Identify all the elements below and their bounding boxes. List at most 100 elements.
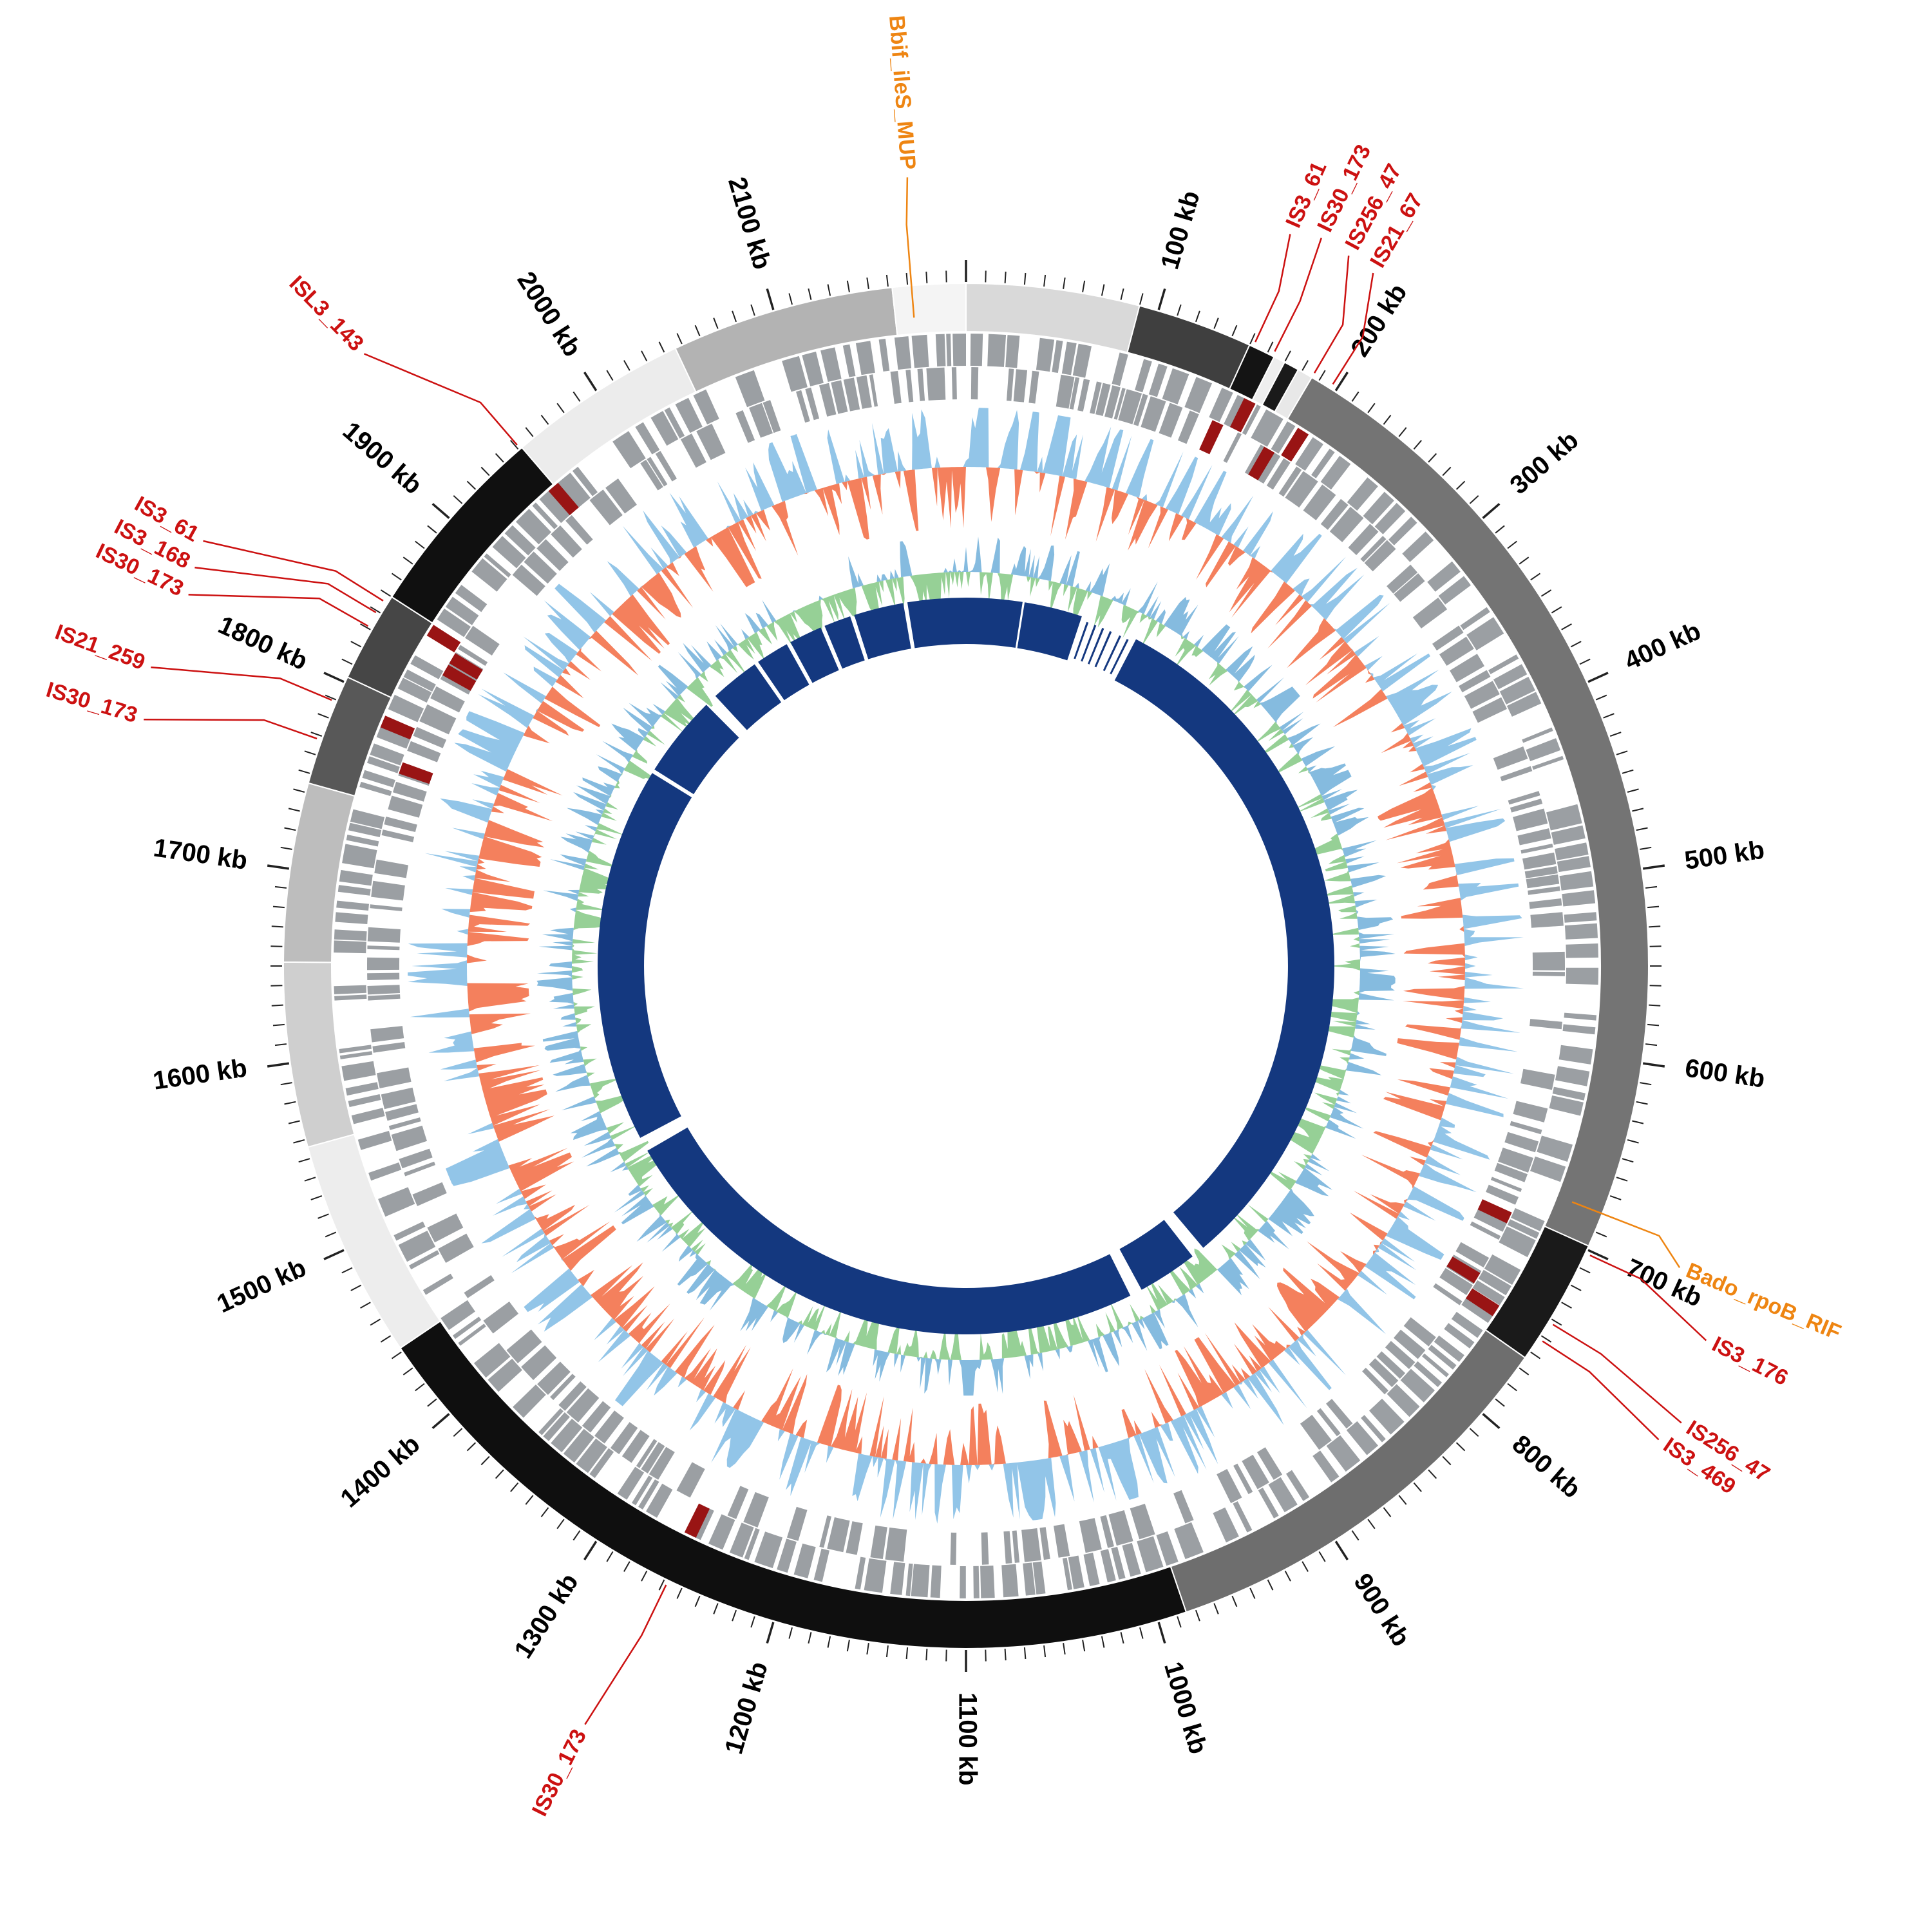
gene-block bbox=[819, 1515, 831, 1548]
gene-block bbox=[1118, 389, 1142, 424]
minor-tick bbox=[1551, 606, 1562, 614]
gene-block bbox=[890, 1562, 905, 1595]
minor-tick bbox=[288, 808, 300, 812]
gene-block bbox=[1427, 561, 1461, 592]
gene-block bbox=[1021, 1528, 1041, 1562]
gene-block bbox=[869, 374, 878, 407]
gene-block bbox=[1472, 1280, 1505, 1305]
gene-block bbox=[483, 1302, 519, 1334]
minor-tick bbox=[1595, 1231, 1607, 1238]
minor-tick bbox=[886, 1645, 889, 1658]
gene-block bbox=[335, 912, 368, 924]
alignment-segment bbox=[654, 705, 739, 795]
minor-tick bbox=[1101, 1636, 1105, 1648]
alignment-segment bbox=[647, 1127, 1131, 1335]
minor-tick bbox=[1213, 1603, 1219, 1615]
minor-tick bbox=[1640, 1082, 1652, 1086]
minor-tick bbox=[750, 304, 755, 316]
is-site-IS3_168 bbox=[449, 653, 483, 680]
gene-block bbox=[536, 539, 569, 571]
minor-tick bbox=[272, 905, 285, 909]
minor-tick bbox=[1063, 1643, 1066, 1655]
major-tick bbox=[1482, 1413, 1501, 1430]
gene-block bbox=[971, 367, 979, 400]
gene-block bbox=[646, 1483, 673, 1518]
gene-block bbox=[1257, 1447, 1283, 1480]
major-tick bbox=[766, 288, 775, 310]
gene-block bbox=[359, 781, 392, 797]
gene-block bbox=[1470, 1221, 1501, 1240]
gene-block bbox=[973, 1566, 980, 1598]
is-site-IS30_173 bbox=[684, 1503, 710, 1538]
gene-block bbox=[1513, 808, 1548, 831]
gene-block bbox=[1268, 1477, 1298, 1513]
gene-block bbox=[488, 1358, 522, 1392]
minor-tick bbox=[1616, 750, 1628, 755]
minor-tick bbox=[1284, 1570, 1291, 1582]
gene-block bbox=[1510, 1121, 1542, 1135]
minor-tick bbox=[341, 658, 353, 665]
gene-block bbox=[403, 669, 436, 692]
gene-block bbox=[368, 994, 401, 1001]
gene-block bbox=[605, 478, 637, 514]
gene-block bbox=[1233, 1463, 1253, 1495]
gene-block bbox=[1562, 1024, 1596, 1035]
minor-tick bbox=[1649, 925, 1661, 928]
minor-tick bbox=[350, 1284, 362, 1291]
gene-block bbox=[1213, 1507, 1239, 1543]
gene-block bbox=[1461, 1294, 1495, 1323]
scale-tick-label: 500 kb bbox=[1683, 836, 1766, 875]
gene-block bbox=[1433, 1283, 1463, 1305]
gene-block bbox=[650, 411, 679, 446]
gene-block bbox=[1326, 1399, 1353, 1429]
gene-block bbox=[1566, 967, 1598, 985]
minor-tick bbox=[284, 827, 296, 831]
gene-block bbox=[864, 1558, 887, 1593]
gene-block bbox=[427, 1213, 464, 1243]
minor-tick bbox=[1302, 1561, 1309, 1572]
minor-tick bbox=[1519, 556, 1530, 565]
minor-tick bbox=[985, 1649, 987, 1662]
minor-tick bbox=[360, 1302, 371, 1309]
major-tick bbox=[1334, 372, 1349, 392]
minor-tick bbox=[360, 623, 371, 630]
gene-block bbox=[855, 341, 875, 375]
minor-tick bbox=[284, 1101, 296, 1105]
gene-block bbox=[1517, 828, 1551, 846]
gene-block bbox=[885, 1527, 907, 1562]
minor-tick bbox=[1540, 589, 1552, 597]
gene-block bbox=[1472, 697, 1507, 723]
gene-block bbox=[393, 1221, 426, 1241]
minor-tick bbox=[1649, 985, 1662, 987]
minor-tick bbox=[1622, 769, 1634, 774]
minor-tick bbox=[1120, 1632, 1124, 1644]
alignment-ring bbox=[597, 598, 1334, 1335]
gene-block bbox=[1508, 791, 1540, 805]
gene-block bbox=[351, 1108, 385, 1124]
gene-block bbox=[1056, 374, 1075, 409]
major-tick bbox=[431, 1413, 450, 1430]
gene-block bbox=[471, 558, 507, 592]
gene-block bbox=[1484, 1254, 1521, 1285]
gene-block bbox=[638, 1479, 659, 1510]
gene-block bbox=[819, 383, 837, 417]
gene-block bbox=[339, 869, 373, 886]
minor-tick bbox=[1195, 310, 1200, 323]
minor-tick bbox=[886, 274, 889, 287]
gene-block bbox=[970, 334, 983, 366]
minor-tick bbox=[288, 1120, 300, 1124]
gene-block bbox=[1432, 625, 1464, 651]
gene-block bbox=[537, 1361, 571, 1395]
minor-tick bbox=[1004, 1649, 1007, 1661]
gene-block bbox=[981, 1532, 989, 1565]
minor-tick bbox=[1622, 1158, 1634, 1163]
minor-tick bbox=[641, 350, 648, 362]
gene-block bbox=[1100, 1515, 1114, 1548]
gene-block bbox=[894, 336, 912, 370]
gene-track-forward bbox=[334, 333, 1598, 1599]
gene-block bbox=[1478, 1269, 1511, 1296]
gene-block bbox=[1403, 1317, 1436, 1347]
marker-leader-IS30_173 bbox=[188, 594, 369, 627]
gene-block bbox=[735, 370, 765, 408]
gene-block bbox=[1559, 871, 1594, 891]
